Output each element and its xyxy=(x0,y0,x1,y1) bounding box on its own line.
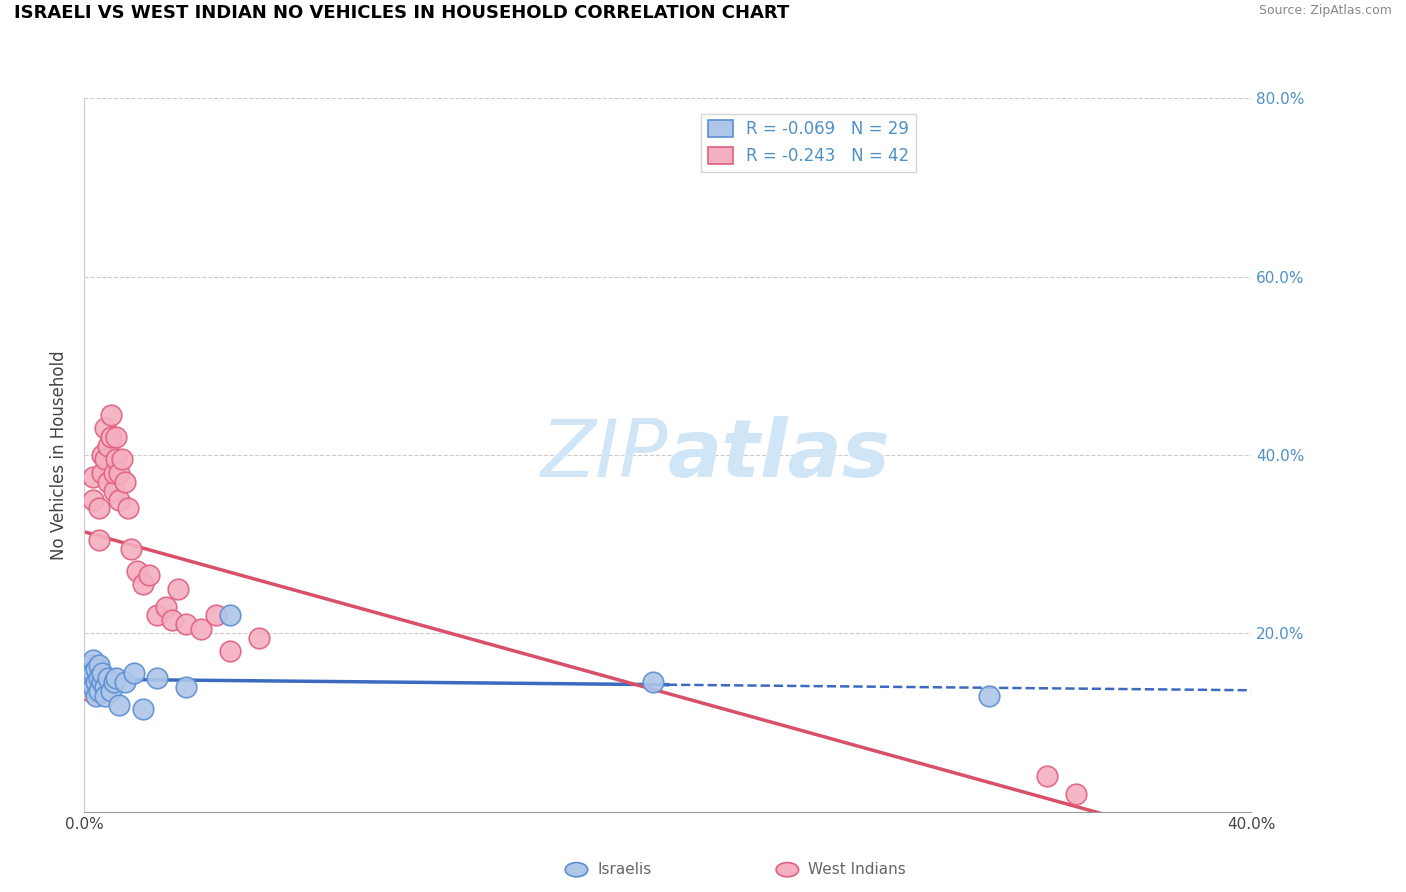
Text: ZIP: ZIP xyxy=(540,416,668,494)
Point xyxy=(97,475,120,489)
Point xyxy=(87,533,110,547)
Point xyxy=(87,657,110,672)
Point xyxy=(190,622,212,636)
Point xyxy=(108,466,131,480)
Point xyxy=(84,689,107,703)
Point xyxy=(1066,787,1088,801)
Point xyxy=(155,599,177,614)
Point xyxy=(76,666,98,681)
Point xyxy=(87,671,110,685)
Point xyxy=(84,657,107,672)
Point xyxy=(100,430,122,444)
Point xyxy=(643,675,665,690)
Point xyxy=(108,492,131,507)
Point xyxy=(166,582,188,596)
Point xyxy=(977,689,1000,703)
Point xyxy=(122,666,145,681)
Point xyxy=(82,470,104,484)
Point xyxy=(138,568,160,582)
Point xyxy=(87,501,110,516)
Point xyxy=(90,448,112,462)
Point xyxy=(103,466,125,480)
Point xyxy=(97,671,120,685)
Point xyxy=(79,684,101,698)
Point xyxy=(87,662,110,676)
Point xyxy=(160,613,183,627)
Point xyxy=(79,657,101,672)
Point xyxy=(176,617,198,632)
Point xyxy=(114,675,136,690)
Text: ISRAELI VS WEST INDIAN NO VEHICLES IN HOUSEHOLD CORRELATION CHART: ISRAELI VS WEST INDIAN NO VEHICLES IN HO… xyxy=(14,4,789,22)
Point xyxy=(84,666,107,681)
Point xyxy=(94,680,117,694)
Text: Israelis: Israelis xyxy=(598,863,652,877)
Circle shape xyxy=(565,863,588,877)
Point xyxy=(105,452,128,467)
Point xyxy=(90,466,112,480)
Point xyxy=(82,492,104,507)
Point xyxy=(84,675,107,690)
Point xyxy=(90,675,112,690)
Point xyxy=(247,631,270,645)
Legend: R = -0.069   N = 29, R = -0.243   N = 42: R = -0.069 N = 29, R = -0.243 N = 42 xyxy=(702,113,917,171)
Point xyxy=(100,684,122,698)
Point xyxy=(79,662,101,676)
Point xyxy=(176,680,198,694)
Text: West Indians: West Indians xyxy=(808,863,907,877)
Point xyxy=(120,541,142,556)
Point xyxy=(82,680,104,694)
Point xyxy=(76,671,98,685)
Y-axis label: No Vehicles in Household: No Vehicles in Household xyxy=(51,350,69,560)
Point xyxy=(146,608,169,623)
Point xyxy=(87,684,110,698)
Point xyxy=(90,666,112,681)
Point xyxy=(82,653,104,667)
Point xyxy=(94,421,117,435)
Point xyxy=(114,475,136,489)
Point xyxy=(219,608,242,623)
Point xyxy=(132,577,155,591)
Point xyxy=(204,608,226,623)
Point xyxy=(1036,769,1059,783)
Text: atlas: atlas xyxy=(668,416,890,494)
Point xyxy=(111,452,134,467)
Point xyxy=(103,675,125,690)
Point xyxy=(117,501,139,516)
Point xyxy=(132,702,155,716)
Text: Source: ZipAtlas.com: Source: ZipAtlas.com xyxy=(1258,4,1392,18)
Point xyxy=(100,408,122,422)
Point xyxy=(103,483,125,498)
Point xyxy=(84,662,107,676)
Point xyxy=(219,644,242,658)
Point xyxy=(94,452,117,467)
Point xyxy=(146,671,169,685)
Point xyxy=(108,698,131,712)
Point xyxy=(97,439,120,453)
Point xyxy=(79,675,101,690)
Point xyxy=(94,689,117,703)
Point xyxy=(105,430,128,444)
Point xyxy=(82,666,104,681)
Circle shape xyxy=(776,863,799,877)
Point xyxy=(105,671,128,685)
Point xyxy=(125,564,148,578)
